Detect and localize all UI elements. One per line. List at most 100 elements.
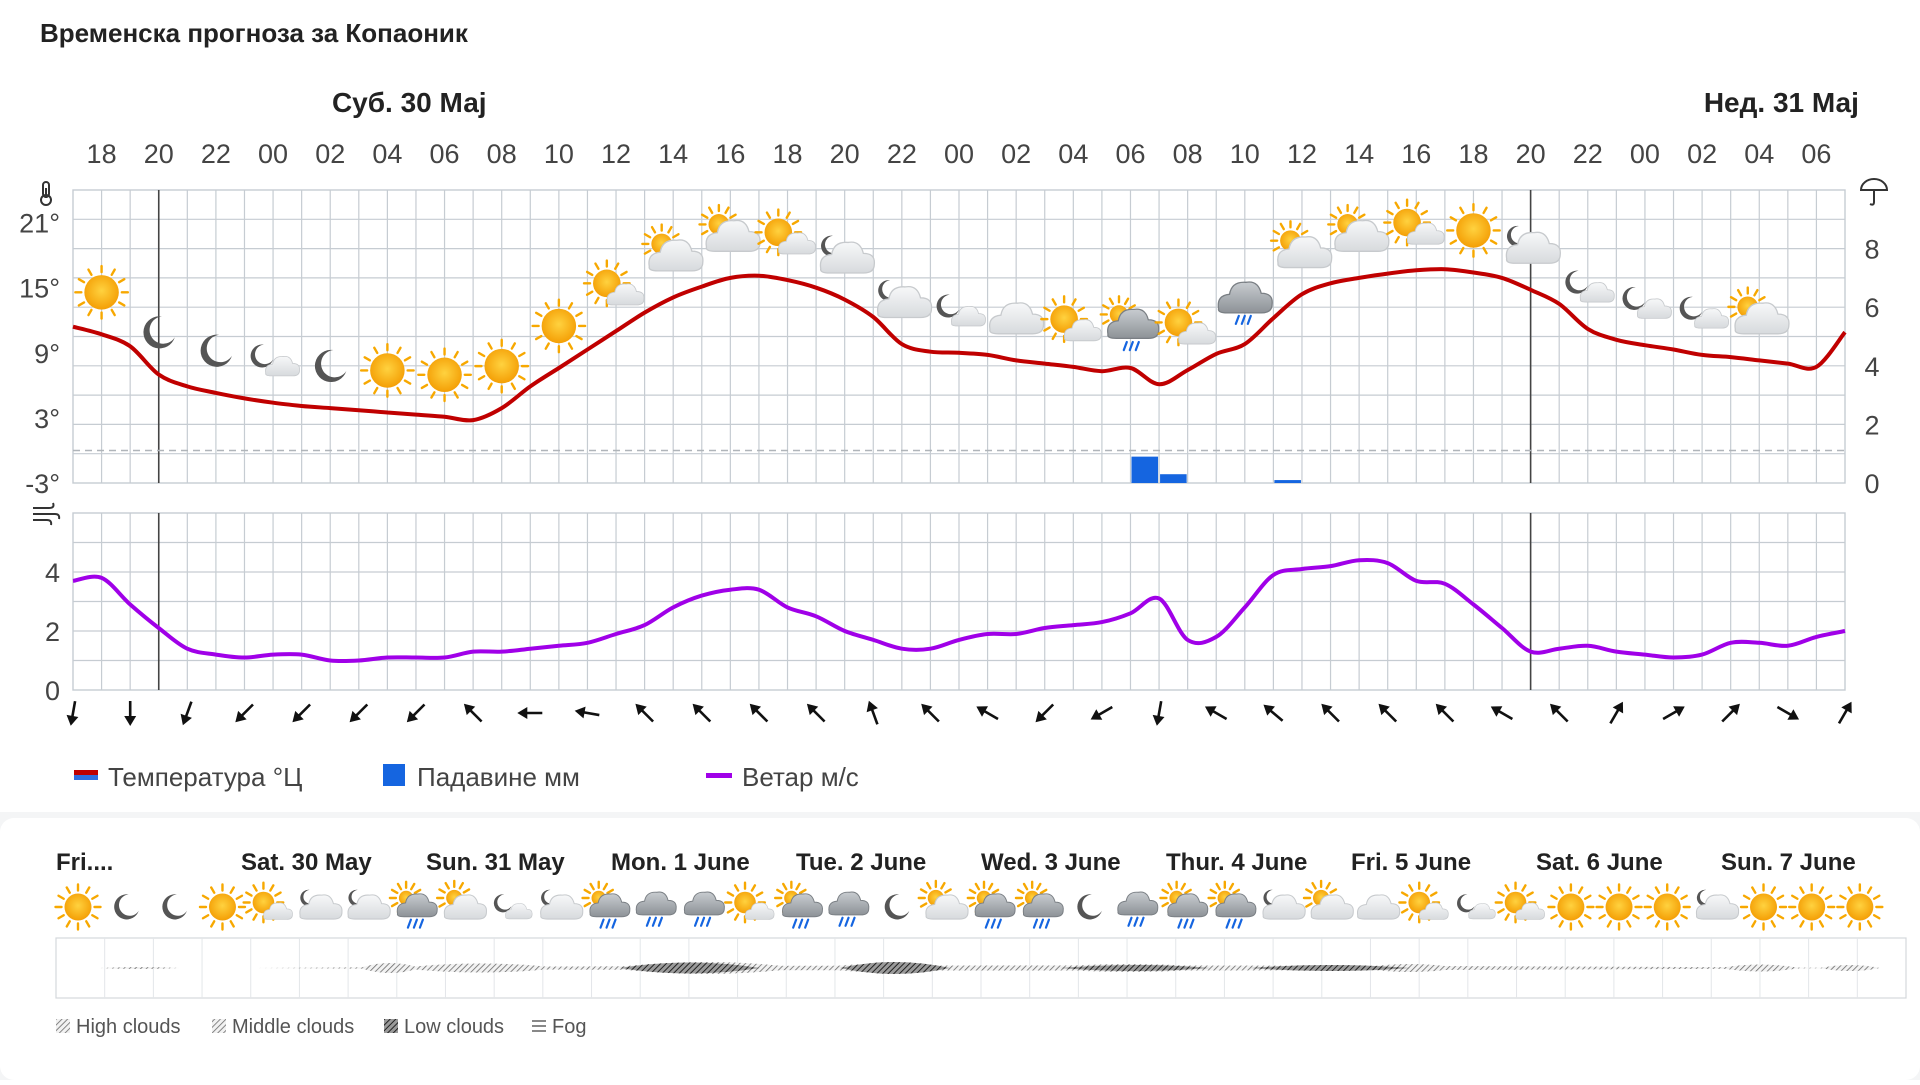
hour-tick-label: 16 <box>1401 139 1431 169</box>
legend-temperature-label: Температура °Ц <box>108 762 302 792</box>
meteogram-cloud-band <box>55 937 1907 999</box>
wind-arrow-icon <box>463 703 483 723</box>
cloud-legend-label: High clouds <box>76 1016 181 1038</box>
sun-icon <box>1836 883 1884 931</box>
temperature-tick-label: 15° <box>19 274 60 304</box>
legend-item-precipitation: Падавине мм <box>383 762 580 792</box>
hour-tick-label: 00 <box>944 139 974 169</box>
wind-direction-arrows <box>66 700 1852 726</box>
cloud-legend-label: Fog <box>552 1016 586 1038</box>
sun-icon <box>1446 203 1501 258</box>
moon-icon <box>143 316 175 349</box>
partly-cloudy-night-icon <box>1622 286 1672 319</box>
hour-tick-label: 02 <box>315 139 345 169</box>
cloudy-icon <box>1356 894 1401 920</box>
wind-arrow-icon <box>1035 703 1055 723</box>
light-rain-icon <box>1217 281 1273 325</box>
rain-day-icon <box>1159 880 1209 929</box>
precipitation-tick-label: 0 <box>1864 469 1879 499</box>
hour-tick-label: 12 <box>601 139 631 169</box>
hour-tick-label: 04 <box>372 139 402 169</box>
hour-tick-label: 22 <box>1573 139 1603 169</box>
cloud-band-layer <box>1720 964 1800 972</box>
wind-arrow-icon <box>1435 703 1455 723</box>
precipitation-bar <box>1274 480 1301 483</box>
sun-icon <box>531 298 587 354</box>
cloudy-night-icon <box>1262 889 1306 920</box>
cloud-band-layer <box>100 967 180 969</box>
precipitation-tick-label: 2 <box>1864 410 1879 440</box>
cloudy-day-icon <box>1327 203 1390 252</box>
meteogram-icons <box>54 879 1884 931</box>
precipitation-tick-label: 4 <box>1864 352 1879 382</box>
cloudy-night-icon <box>540 889 584 920</box>
wind-axis: 4 2 0 <box>45 558 60 706</box>
temperature-tick-label: -3° <box>25 469 60 499</box>
moon-icon <box>1077 894 1102 920</box>
cloudy-night-icon <box>299 889 343 920</box>
wind-arrow-icon <box>1090 705 1113 720</box>
meteogram-day-label: Wed. 3 June <box>981 849 1121 876</box>
partly-cloudy-day-icon <box>1398 881 1449 924</box>
wind-tick-label: 4 <box>45 558 60 588</box>
partly-cloudy-night-icon <box>1457 894 1496 920</box>
hour-tick-label: 00 <box>258 139 288 169</box>
wind-arrow-icon <box>574 706 600 719</box>
hour-tick-label: 04 <box>1744 139 1774 169</box>
hour-tick-label: 08 <box>1173 139 1203 169</box>
hour-tick-label: 20 <box>830 139 860 169</box>
cloud-band-layer <box>360 963 420 973</box>
hour-tick-label: 18 <box>772 139 802 169</box>
cloudy-day-icon <box>435 879 488 920</box>
cloudy-night-icon <box>876 280 933 319</box>
wind-series <box>72 557 1846 664</box>
wind-arrow-icon <box>806 703 826 723</box>
temperature-axis: 21° 15° 9° 3° -3° <box>19 209 60 499</box>
wind-arrow-icon <box>866 700 879 725</box>
page-title: Временска прогноза за Копаоник <box>40 18 469 48</box>
cloud-legend-item: Middle clouds <box>212 1016 354 1038</box>
cloud-band-layer <box>1820 965 1880 971</box>
moon-icon <box>114 894 139 920</box>
hour-tick-label: 16 <box>715 139 745 169</box>
hour-tick-label: 02 <box>1687 139 1717 169</box>
rain-icon <box>828 891 870 927</box>
meteogram-day-label: Sun. 31 May <box>426 849 565 876</box>
cloudy-day-icon <box>641 223 704 272</box>
hour-tick-label: 04 <box>1058 139 1088 169</box>
precipitation-bar <box>1160 474 1187 483</box>
cloudy-day-icon <box>1269 220 1333 269</box>
rain-icon <box>635 891 677 927</box>
temperature-tick-label: 3° <box>34 404 60 434</box>
rain-day-icon <box>966 880 1016 929</box>
wind-arrow-icon <box>235 703 254 723</box>
sun-icon <box>1739 883 1788 931</box>
hour-tick-label: 14 <box>1344 139 1374 169</box>
cloud-legend-label: Middle clouds <box>232 1016 354 1038</box>
precipitation-tick-label: 8 <box>1864 235 1879 265</box>
rain-day-icon <box>1207 880 1257 929</box>
sun-icon <box>74 264 130 320</box>
weather-icons <box>74 198 1790 403</box>
rain-day-icon <box>773 880 823 929</box>
wind-arrow-icon <box>1263 704 1284 722</box>
thermometer-icon <box>40 181 52 206</box>
hour-tick-label: 20 <box>1516 139 1546 169</box>
partly-cloudy-night-icon <box>493 894 533 920</box>
sun-icon <box>198 883 247 931</box>
meteogram-day-label: Mon. 1 June <box>611 849 750 876</box>
cloudy-night-icon <box>347 889 391 920</box>
wind-grid <box>72 512 1846 691</box>
cloud-legend-item: High clouds <box>56 1016 181 1038</box>
partly-cloudy-night-icon <box>250 344 300 377</box>
temperature-series <box>72 267 1847 423</box>
partly-cloudy-day-icon <box>582 259 645 308</box>
wind-arrow-icon <box>749 703 769 723</box>
hour-tick-label: 10 <box>1230 139 1260 169</box>
precipitation-bars <box>1131 456 1301 483</box>
cloud-swatch <box>56 1019 70 1033</box>
legend-item-temperature: Температура °Ц <box>74 762 302 792</box>
chart-legend: Температура °Ц Падавине мм Ветар м/с <box>74 762 859 792</box>
sun-icon <box>359 343 415 398</box>
